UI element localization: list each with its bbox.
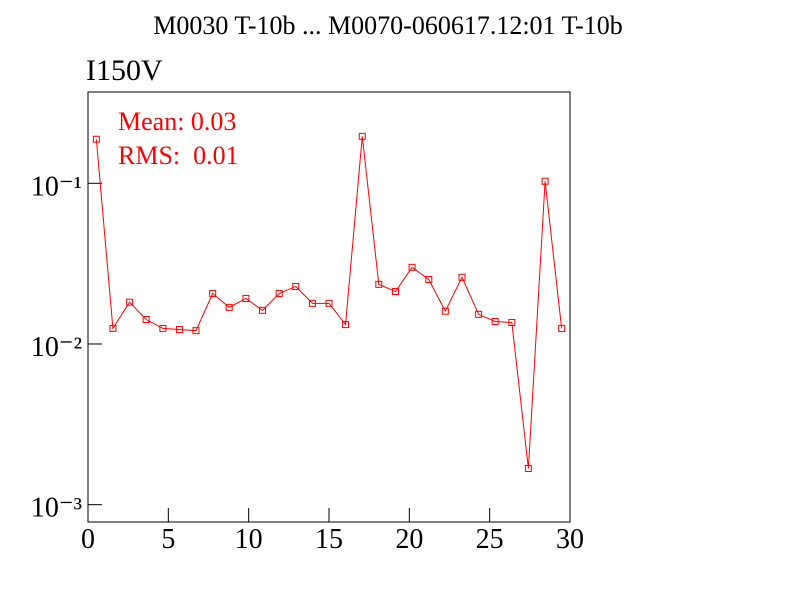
point-marker bbox=[408, 263, 416, 271]
y-tick-label: 10⁻¹ bbox=[31, 171, 82, 202]
x-tick-label: 0 bbox=[81, 524, 95, 555]
point-marker bbox=[375, 280, 383, 288]
point-marker bbox=[392, 288, 400, 296]
x-tick-label: 30 bbox=[556, 524, 584, 555]
point-marker bbox=[458, 273, 466, 281]
point-marker bbox=[441, 307, 449, 315]
point-marker bbox=[292, 282, 300, 290]
point-marker bbox=[225, 303, 233, 311]
x-tick-label: 5 bbox=[161, 524, 175, 555]
point-marker bbox=[275, 290, 283, 298]
y-tick-label: 10⁻² bbox=[31, 332, 82, 363]
point-marker bbox=[209, 290, 217, 298]
point-marker bbox=[541, 177, 549, 185]
point-marker bbox=[258, 306, 266, 314]
stat-rms: RMS: 0.01 bbox=[118, 141, 239, 170]
x-tick-label: 15 bbox=[315, 524, 343, 555]
point-marker bbox=[491, 318, 499, 326]
chart-title: M0030 T-10b ... M0070-060617.12:01 T-10b bbox=[153, 11, 623, 40]
x-tick-label: 25 bbox=[476, 524, 504, 555]
point-marker bbox=[242, 294, 250, 302]
point-marker bbox=[142, 316, 150, 324]
point-marker bbox=[192, 327, 200, 335]
series-line bbox=[95, 136, 563, 469]
point-marker bbox=[175, 326, 183, 334]
y-tick-label: 10⁻³ bbox=[31, 493, 82, 524]
point-marker bbox=[475, 310, 483, 318]
stat-mean: Mean: 0.03 bbox=[118, 107, 236, 136]
point-marker bbox=[358, 132, 366, 140]
point-marker bbox=[126, 298, 134, 306]
point-marker bbox=[308, 299, 316, 307]
point-marker bbox=[342, 321, 350, 329]
point-marker bbox=[425, 275, 433, 283]
point-marker bbox=[508, 319, 516, 327]
point-marker bbox=[524, 464, 532, 472]
x-tick-label: 20 bbox=[395, 524, 423, 555]
chart-subtitle: I150V bbox=[86, 54, 163, 87]
x-tick-label: 10 bbox=[235, 524, 263, 555]
point-marker bbox=[558, 324, 566, 332]
point-marker bbox=[92, 135, 100, 143]
point-marker bbox=[159, 324, 167, 332]
point-marker bbox=[325, 299, 333, 307]
point-marker bbox=[109, 324, 117, 332]
